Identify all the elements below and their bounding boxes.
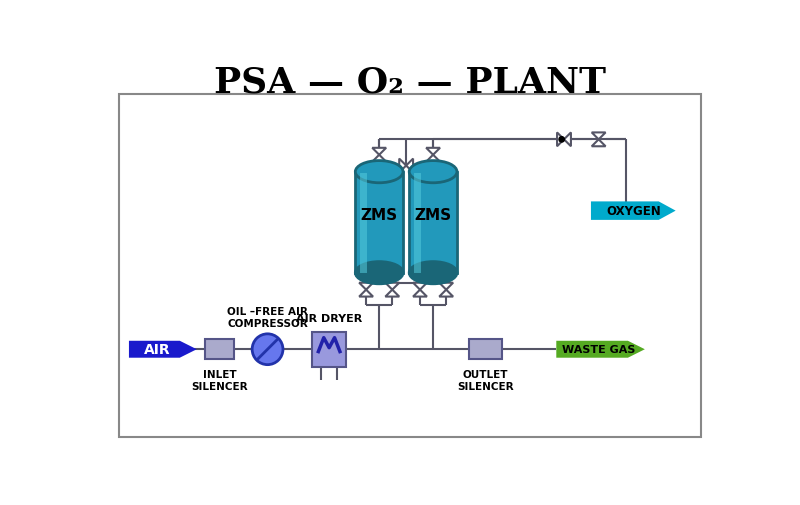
Polygon shape <box>359 290 373 297</box>
Ellipse shape <box>355 161 403 183</box>
Ellipse shape <box>410 161 457 183</box>
Text: PSA — O₂ — PLANT: PSA — O₂ — PLANT <box>214 65 606 99</box>
Ellipse shape <box>355 262 403 284</box>
Polygon shape <box>557 133 564 147</box>
Polygon shape <box>406 159 413 173</box>
Polygon shape <box>413 290 427 297</box>
Polygon shape <box>372 156 386 162</box>
Bar <box>119 94 701 437</box>
Text: AIR DRYER: AIR DRYER <box>296 313 362 323</box>
Text: OIL –FREE AIR
COMPRESSOR: OIL –FREE AIR COMPRESSOR <box>227 307 308 328</box>
Polygon shape <box>413 283 427 290</box>
Text: WASTE GAS: WASTE GAS <box>562 344 635 355</box>
Text: ZMS: ZMS <box>361 208 398 223</box>
Text: ZMS: ZMS <box>414 208 452 223</box>
Polygon shape <box>386 290 399 297</box>
Bar <box>410 172 457 273</box>
Polygon shape <box>359 283 373 290</box>
FancyArrow shape <box>591 202 676 221</box>
Text: AIR: AIR <box>144 342 170 357</box>
Polygon shape <box>426 156 440 162</box>
Text: INLET
SILENCER: INLET SILENCER <box>191 370 248 391</box>
Polygon shape <box>564 133 571 147</box>
Polygon shape <box>386 283 399 290</box>
Bar <box>355 172 403 273</box>
FancyArrow shape <box>129 341 197 358</box>
Bar <box>470 339 502 360</box>
Polygon shape <box>439 283 453 290</box>
Text: OUTLET
SILENCER: OUTLET SILENCER <box>457 370 514 391</box>
Bar <box>205 339 234 360</box>
Polygon shape <box>426 148 440 156</box>
FancyArrow shape <box>556 341 645 358</box>
Ellipse shape <box>410 262 457 284</box>
Polygon shape <box>399 159 406 173</box>
Polygon shape <box>592 133 606 140</box>
Bar <box>312 332 346 367</box>
Circle shape <box>252 334 283 365</box>
Polygon shape <box>439 290 453 297</box>
Text: OXYGEN: OXYGEN <box>606 205 661 218</box>
Polygon shape <box>372 148 386 156</box>
Circle shape <box>559 137 564 143</box>
Polygon shape <box>592 140 606 147</box>
